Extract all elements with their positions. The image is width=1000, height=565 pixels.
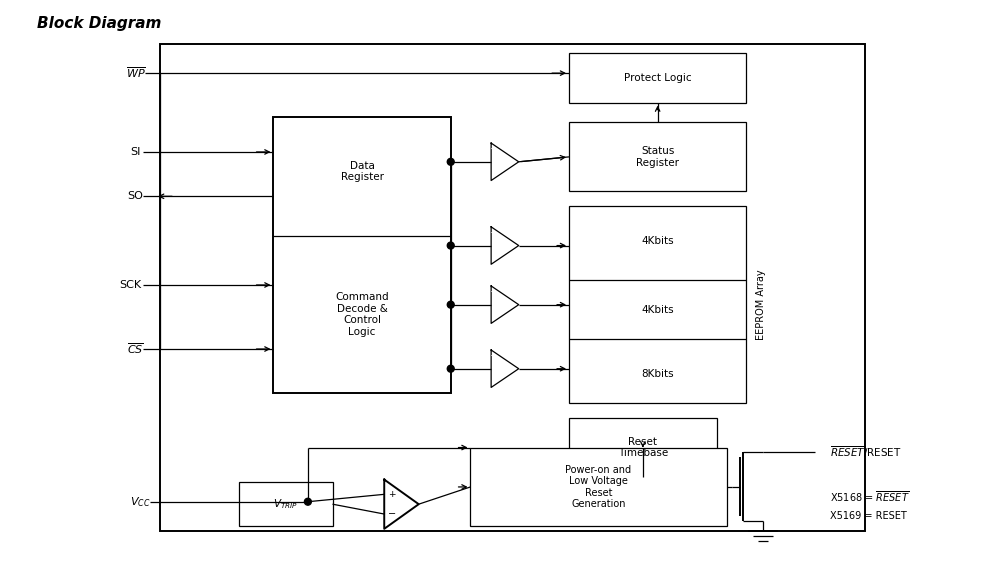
Circle shape: [447, 158, 454, 165]
Bar: [160, 44, 865, 531]
Circle shape: [447, 301, 454, 308]
Bar: [569, 418, 717, 477]
Text: Reset
Timebase: Reset Timebase: [618, 437, 668, 458]
Text: Data
Register: Data Register: [341, 161, 384, 182]
Text: Status
Register: Status Register: [636, 146, 679, 168]
Polygon shape: [491, 286, 519, 323]
Text: 4Kbits: 4Kbits: [641, 305, 674, 315]
Text: $\overline{WP}$: $\overline{WP}$: [126, 66, 145, 80]
Circle shape: [447, 365, 454, 372]
Text: 8Kbits: 8Kbits: [641, 368, 674, 379]
Bar: [569, 206, 746, 403]
Text: Block Diagram: Block Diagram: [37, 16, 161, 32]
Bar: [273, 118, 451, 393]
Text: X5168 = $\overline{RESET}$: X5168 = $\overline{RESET}$: [830, 489, 910, 504]
Polygon shape: [491, 350, 519, 388]
Circle shape: [304, 498, 311, 505]
Bar: [239, 482, 333, 527]
Text: Command
Decode &
Control
Logic: Command Decode & Control Logic: [335, 292, 389, 337]
Text: SCK: SCK: [119, 280, 142, 290]
Bar: [470, 447, 727, 527]
Text: 4Kbits: 4Kbits: [641, 236, 674, 246]
Text: EEPROM Array: EEPROM Array: [756, 270, 766, 340]
Text: $V_{CC}$: $V_{CC}$: [130, 495, 151, 508]
Polygon shape: [491, 143, 519, 181]
Bar: [569, 123, 746, 192]
Text: SI: SI: [130, 147, 141, 157]
Text: Power-on and
Low Voltage
Reset
Generation: Power-on and Low Voltage Reset Generatio…: [565, 464, 632, 509]
Text: $V_{TRIP}$: $V_{TRIP}$: [273, 497, 298, 511]
Polygon shape: [384, 480, 419, 529]
Text: $\overline{RESET}$/RESET: $\overline{RESET}$/RESET: [830, 445, 902, 460]
Text: Protect Logic: Protect Logic: [624, 73, 691, 83]
Bar: [569, 54, 746, 103]
Text: X5169 = RESET: X5169 = RESET: [830, 511, 907, 521]
Text: SO: SO: [128, 192, 143, 201]
Polygon shape: [491, 227, 519, 264]
Text: −: −: [388, 509, 396, 519]
Circle shape: [447, 242, 454, 249]
Text: +: +: [388, 490, 396, 499]
Text: $\overline{CS}$: $\overline{CS}$: [127, 342, 144, 357]
